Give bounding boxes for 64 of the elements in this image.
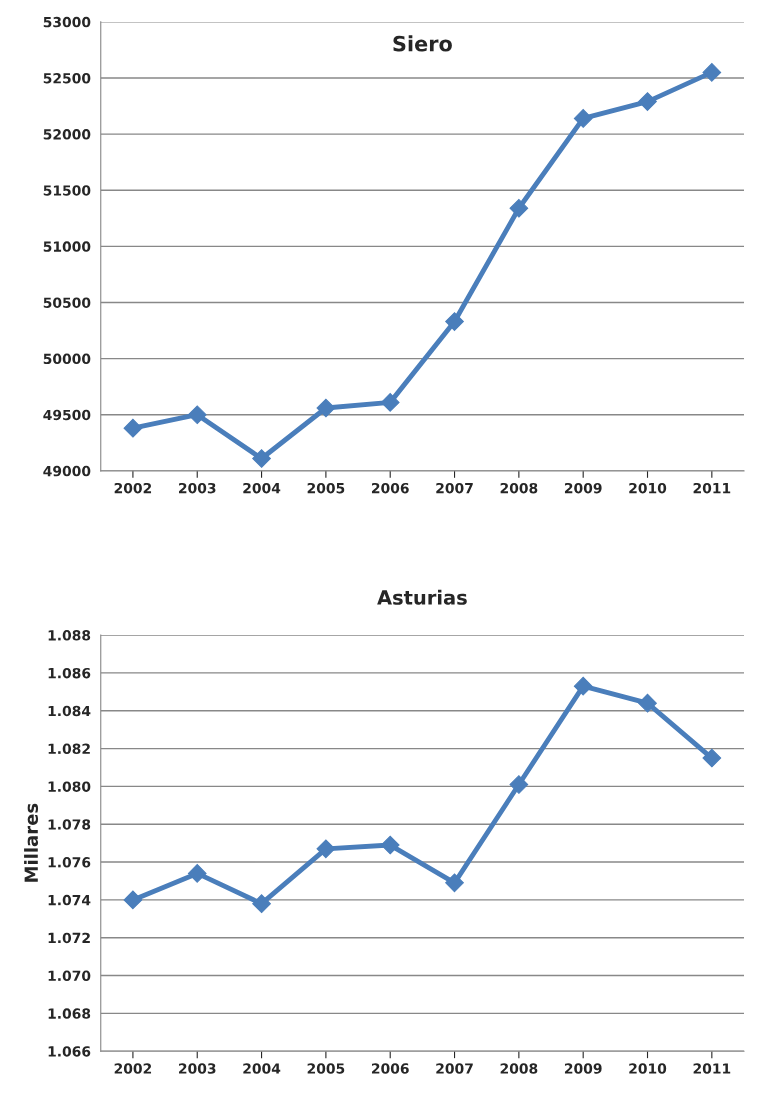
y-tick-label: 1.084	[48, 705, 91, 717]
point	[316, 398, 336, 418]
y-tick-label: 1.080	[48, 781, 91, 792]
x-tick-label: 2006	[371, 482, 409, 494]
y-tick-label: 1.074	[48, 894, 91, 906]
point	[638, 693, 657, 713]
point	[509, 198, 529, 218]
x-tick-label: 2006	[371, 1063, 409, 1074]
y-axis-title: Millares	[24, 803, 39, 882]
point	[573, 109, 593, 128]
point	[123, 418, 143, 438]
y-tick-label: 1.078	[48, 819, 91, 830]
x-tick-label: 2002	[114, 482, 152, 494]
point	[316, 839, 336, 859]
x-tick-label: 2003	[179, 1063, 216, 1074]
point	[252, 894, 271, 914]
y-tick-label: 52000	[43, 129, 91, 140]
x-tick-label: 2009	[564, 1063, 602, 1074]
y-tick-label: 51500	[43, 185, 91, 196]
x-tick-label: 2008	[500, 1063, 538, 1074]
y-tick-label: 52500	[43, 72, 91, 84]
point	[123, 890, 143, 910]
point	[702, 748, 722, 768]
y-tick-label: 1.076	[48, 857, 91, 868]
point	[445, 873, 464, 893]
x-tick-label: 2005	[307, 482, 345, 494]
x-tick-label: 2009	[564, 482, 602, 494]
x-tick-label: 2007	[436, 1063, 473, 1074]
y-tick-label: 1.066	[48, 1046, 91, 1057]
point	[187, 405, 207, 425]
y-tick-label: 1.082	[48, 743, 90, 755]
x-tick-label: 2010	[629, 1063, 667, 1074]
point	[380, 835, 400, 855]
point	[380, 393, 400, 412]
chart-title: Asturias	[377, 589, 467, 605]
x-tick-label: 2004	[243, 1063, 281, 1074]
point	[509, 775, 529, 794]
point	[702, 63, 722, 82]
y-tick-label: 50500	[43, 297, 91, 308]
y-tick-label: 1.086	[48, 667, 91, 679]
y-tick-label: 49500	[43, 409, 91, 421]
y-tick-label: 50000	[43, 353, 91, 365]
y-tick-label: 51000	[43, 241, 91, 252]
x-tick-label: 2004	[243, 482, 281, 494]
x-tick-label: 2007	[436, 482, 473, 494]
x-tick-label: 2005	[307, 1063, 345, 1074]
point	[252, 449, 271, 468]
x-tick-label: 2002	[114, 1063, 152, 1074]
point	[445, 312, 464, 331]
y-tick-label: 49000	[43, 465, 91, 477]
text: Siero	[393, 35, 452, 52]
point	[187, 864, 207, 883]
y-tick-label: 1.072	[48, 932, 90, 944]
point	[638, 92, 657, 111]
y-tick-label: 1.070	[48, 970, 91, 982]
x-tick-label: 2010	[629, 482, 667, 494]
point	[573, 676, 593, 696]
x-tick-label: 2003	[179, 482, 216, 494]
x-tick-label: 2011	[693, 1063, 731, 1074]
x-tick-label: 2008	[500, 482, 538, 494]
y-tick-label: 53000	[43, 16, 91, 28]
y-tick-label: 1.068	[48, 1008, 91, 1019]
y-tick-label: 1.088	[48, 630, 91, 641]
x-tick-label: 2011	[693, 482, 731, 494]
